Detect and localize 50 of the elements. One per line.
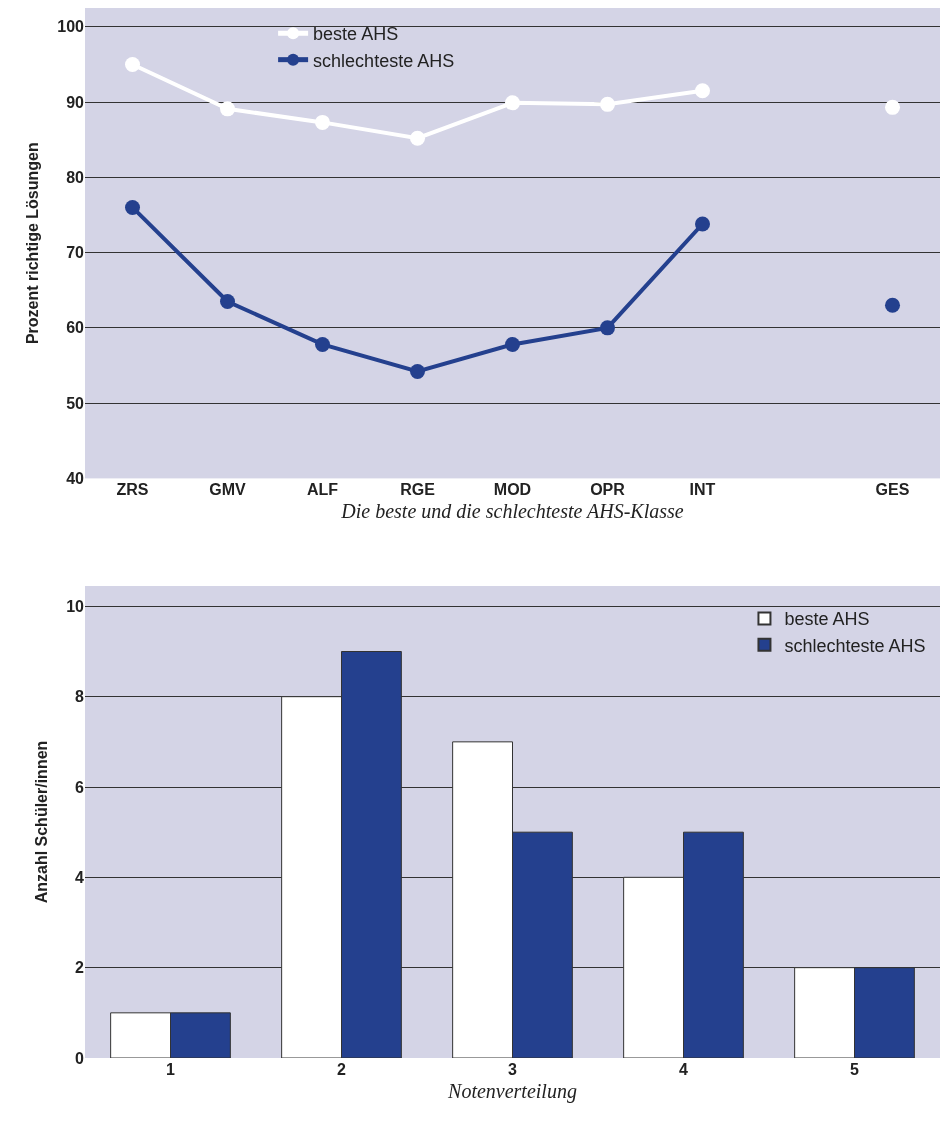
legend-label: schlechteste AHS [313,50,455,71]
x-tick-label: OPR [590,481,626,499]
x-tick-label: 2 [337,1061,347,1078]
x-tick-label: 1 [166,1061,176,1078]
x-axis-title: Notenverteilung [447,1079,577,1103]
x-axis-title: Die beste und die schlechteste AHS-Klasse [340,499,684,522]
x-tick-label: ALF [306,481,339,499]
point [505,95,520,111]
legend-label: beste AHS [784,609,870,630]
y-tick-label: 6 [75,778,85,796]
y-tick-label: 100 [57,18,85,36]
x-tick-label: RGE [400,481,436,499]
point [220,294,235,310]
x-tick-label: GES [875,481,910,499]
x-tick-label: 5 [850,1061,860,1078]
y-tick-label: 10 [66,597,85,615]
x-tick-label: MOD [493,481,532,499]
y-tick-label: 0 [75,1049,85,1067]
y-axis-title: Anzahl Schüler/innen [33,740,51,904]
y-tick-label: 90 [66,93,85,111]
y-tick-label: 70 [66,244,85,262]
point [315,336,330,352]
legend-label: schlechteste AHS [784,635,926,656]
point [315,114,330,130]
point [220,101,235,117]
y-tick-label: 4 [75,868,85,886]
point [410,130,425,146]
y-tick-label: 8 [75,688,85,706]
point [505,336,520,352]
legend-label: beste AHS [313,24,399,45]
point [600,96,615,112]
point [885,297,900,313]
y-tick-label: 50 [66,394,85,412]
x-tick-label: 3 [508,1061,518,1078]
y-tick-label: 80 [66,168,85,186]
y-tick-label: 60 [66,319,85,337]
y-tick-label: 40 [66,470,85,487]
x-tick-label: ZRS [116,481,149,499]
x-tick-label: 4 [679,1061,689,1078]
point [125,56,140,72]
point [885,99,900,115]
point [695,216,710,232]
point [600,320,615,336]
x-tick-label: GMV [209,481,247,499]
y-tick-label: 2 [75,959,85,977]
x-tick-label: INT [689,481,716,499]
point [125,199,140,215]
y-axis-title: Prozent richtige Lösungen [24,142,42,345]
point [410,364,425,380]
point [695,83,710,99]
